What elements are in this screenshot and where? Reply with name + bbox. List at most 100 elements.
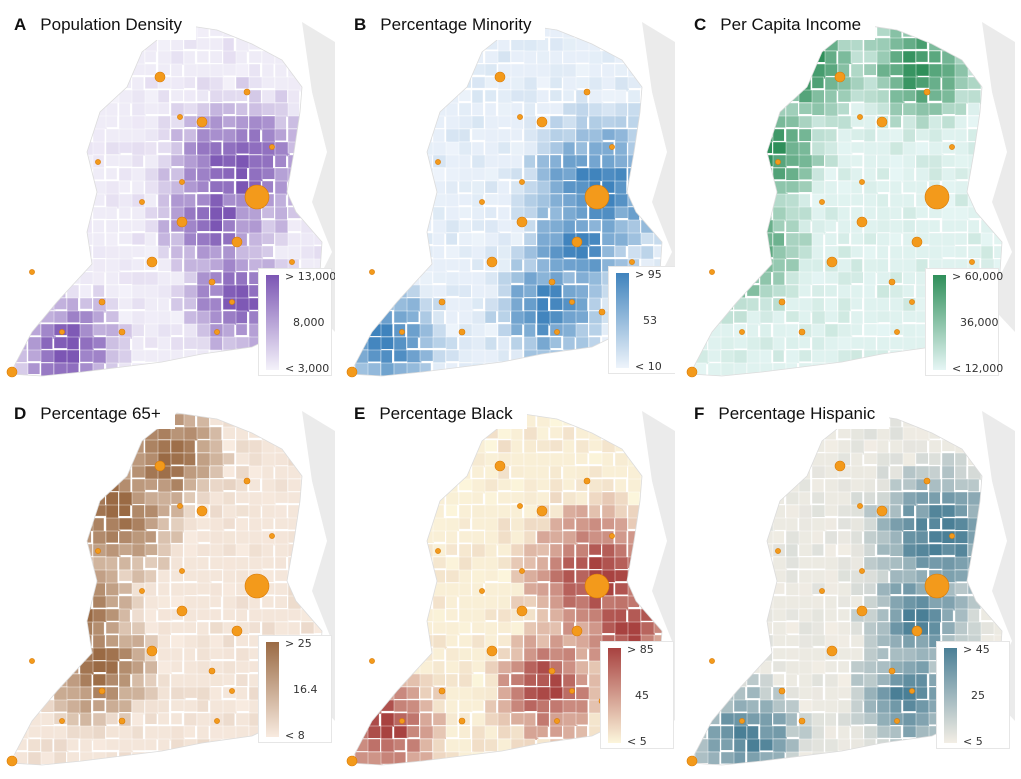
census-tract bbox=[471, 465, 485, 479]
census-tract bbox=[432, 271, 447, 284]
location-marker bbox=[59, 718, 65, 724]
census-tract bbox=[915, 63, 931, 77]
census-tract bbox=[170, 167, 186, 181]
census-tract bbox=[941, 206, 957, 222]
census-tract bbox=[274, 582, 289, 596]
census-tract bbox=[915, 634, 929, 649]
census-tract bbox=[627, 621, 642, 637]
census-tract bbox=[523, 206, 539, 219]
census-tract bbox=[772, 621, 788, 636]
census-tract bbox=[196, 608, 212, 621]
census-tract bbox=[863, 336, 877, 351]
census-tract bbox=[588, 128, 604, 143]
census-tract bbox=[601, 167, 617, 183]
census-tract bbox=[824, 595, 838, 611]
census-tract bbox=[196, 517, 212, 530]
census-tract bbox=[144, 141, 157, 157]
census-tract bbox=[523, 439, 537, 454]
census-tract bbox=[196, 258, 212, 274]
census-tract bbox=[811, 180, 825, 196]
census-tract bbox=[811, 517, 828, 532]
census-tract bbox=[889, 141, 905, 156]
census-tract bbox=[562, 660, 576, 676]
census-tract bbox=[549, 141, 566, 155]
census-tract bbox=[614, 556, 629, 570]
census-tract bbox=[66, 699, 82, 715]
census-tract bbox=[562, 699, 578, 713]
location-marker bbox=[486, 256, 498, 268]
census-tract bbox=[157, 673, 171, 690]
census-tract bbox=[811, 336, 825, 352]
census-tract bbox=[118, 271, 134, 285]
census-tract bbox=[772, 245, 787, 260]
census-tract bbox=[746, 699, 759, 714]
census-tract bbox=[510, 258, 523, 272]
census-tract bbox=[889, 517, 905, 533]
census-tract bbox=[614, 504, 628, 520]
census-tract bbox=[640, 621, 656, 637]
census-tract bbox=[954, 219, 968, 233]
census-tract bbox=[746, 725, 759, 741]
census-tract bbox=[222, 452, 235, 465]
census-tract bbox=[131, 154, 144, 168]
census-tract bbox=[941, 245, 957, 258]
census-tract bbox=[170, 517, 186, 534]
census-tract bbox=[497, 686, 513, 700]
census-tract bbox=[523, 258, 537, 274]
census-tract bbox=[105, 686, 119, 703]
census-tract bbox=[144, 297, 158, 312]
census-tract bbox=[536, 180, 552, 195]
census-tract bbox=[523, 141, 538, 156]
census-tract bbox=[824, 297, 838, 313]
census-tract bbox=[811, 686, 824, 702]
census-tract bbox=[707, 336, 722, 353]
census-tract bbox=[850, 323, 863, 336]
location-marker bbox=[438, 687, 446, 695]
census-tract bbox=[118, 128, 133, 143]
census-tract bbox=[720, 738, 734, 751]
census-tract bbox=[497, 478, 512, 491]
census-tract bbox=[419, 349, 436, 362]
census-tract bbox=[798, 738, 814, 753]
census-tract bbox=[575, 439, 590, 454]
census-tract bbox=[954, 530, 969, 544]
census-tract bbox=[393, 336, 407, 351]
location-marker bbox=[208, 667, 216, 675]
census-tract bbox=[798, 621, 815, 635]
census-tract bbox=[497, 284, 512, 297]
census-tract bbox=[549, 569, 564, 583]
census-tract bbox=[627, 478, 643, 494]
census-tract bbox=[759, 673, 774, 688]
census-tract bbox=[248, 452, 264, 469]
census-tract bbox=[536, 128, 552, 144]
census-tract bbox=[798, 115, 814, 129]
census-tract bbox=[497, 180, 510, 196]
color-ramp bbox=[933, 275, 946, 370]
census-tract bbox=[484, 232, 499, 247]
census-tract bbox=[170, 258, 183, 273]
census-tract bbox=[876, 426, 892, 443]
census-tract bbox=[79, 699, 92, 715]
location-marker bbox=[709, 658, 715, 664]
census-tract bbox=[811, 245, 824, 261]
census-tract bbox=[798, 141, 811, 156]
census-tract bbox=[497, 517, 511, 533]
census-tract bbox=[209, 426, 222, 441]
census-tract bbox=[209, 569, 223, 582]
census-tract bbox=[222, 141, 237, 157]
census-tract bbox=[889, 504, 902, 519]
census-tract bbox=[824, 284, 838, 298]
location-marker bbox=[629, 259, 635, 265]
census-tract bbox=[863, 284, 876, 301]
census-tract bbox=[837, 543, 852, 556]
census-tract bbox=[759, 349, 772, 365]
census-tract bbox=[222, 245, 236, 260]
census-tract bbox=[798, 193, 811, 208]
census-tract bbox=[445, 349, 460, 362]
census-tract bbox=[863, 232, 877, 245]
census-tract bbox=[889, 232, 902, 246]
census-tract bbox=[876, 439, 889, 455]
location-marker bbox=[118, 717, 126, 725]
census-tract bbox=[824, 349, 840, 365]
census-tract bbox=[863, 543, 876, 557]
